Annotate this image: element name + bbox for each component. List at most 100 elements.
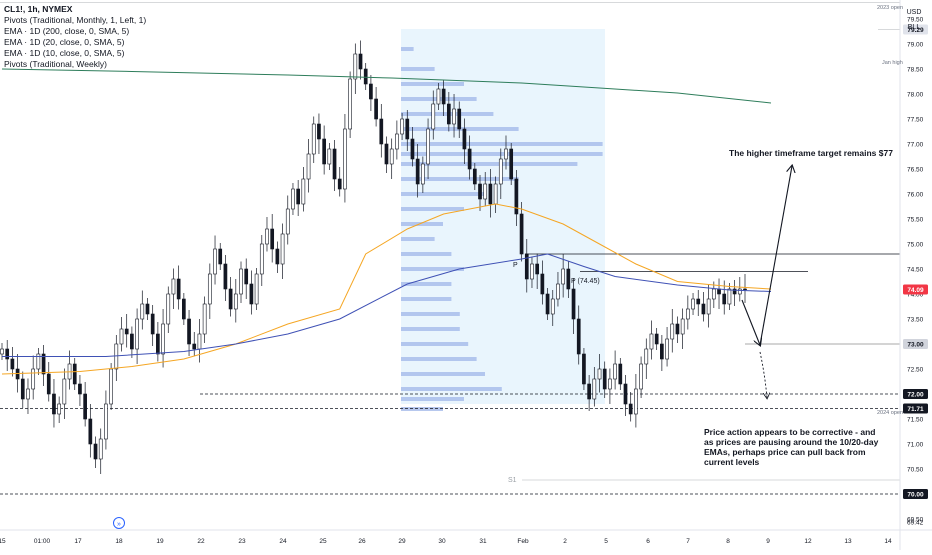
y-tick-label: 69.50 <box>907 517 924 524</box>
candle <box>556 272 560 307</box>
candle-body <box>472 168 477 185</box>
candle <box>57 396 62 423</box>
replay-icon[interactable]: » <box>113 517 125 529</box>
candle-body <box>10 358 15 370</box>
candle-body <box>52 393 56 415</box>
candle <box>332 140 337 191</box>
candle <box>384 136 389 173</box>
candle <box>72 358 77 390</box>
candle <box>150 305 155 346</box>
candle <box>498 148 503 199</box>
candle-body <box>706 298 711 315</box>
candle-body <box>363 68 368 85</box>
legend-line[interactable]: EMA · 1D (10, close, 0, SMA, 5) <box>4 48 125 58</box>
candle-body <box>421 163 425 185</box>
legend-line[interactable]: Pivots (Traditional, Weekly) <box>4 59 107 69</box>
candle-body <box>223 263 228 290</box>
candle <box>670 309 675 353</box>
volume-profile-background <box>401 29 605 404</box>
candle-body <box>634 388 638 415</box>
y-tick-label: 72.50 <box>907 367 924 374</box>
candle <box>706 284 711 328</box>
candle-body <box>327 148 332 165</box>
candle <box>26 378 30 414</box>
candle <box>452 94 456 138</box>
profile-bar <box>401 327 460 331</box>
s1-label: S1 <box>508 477 517 484</box>
candle-body <box>104 403 108 440</box>
candle-body <box>535 263 540 275</box>
candle <box>130 326 134 358</box>
profile-bar <box>401 387 502 391</box>
y-tick-label: 75.50 <box>907 217 924 224</box>
candle <box>98 428 103 474</box>
candle <box>322 125 326 175</box>
candle-body <box>732 288 737 295</box>
ema10-line <box>2 253 772 357</box>
legend-symbol[interactable]: CL1!, 1h, NYMEX <box>4 4 73 14</box>
candle <box>306 139 311 193</box>
candle <box>732 280 737 306</box>
candle <box>62 368 67 419</box>
candle-body <box>26 388 30 400</box>
candle-body <box>275 248 280 265</box>
legend-line[interactable]: Pivots (Traditional, Monthly, 1, Left, 1… <box>4 15 147 25</box>
candle-body <box>72 363 77 385</box>
candle-body <box>400 118 404 135</box>
candle <box>317 113 321 154</box>
candle <box>10 347 15 377</box>
candle <box>602 361 607 398</box>
candle <box>114 335 119 381</box>
candle <box>161 309 165 368</box>
x-tick-label: 5 <box>604 538 608 545</box>
candle <box>743 274 747 303</box>
candle <box>608 368 612 404</box>
candle-body <box>571 288 576 320</box>
candle-body <box>83 393 87 420</box>
candle <box>353 43 358 94</box>
x-tick-label: 6 <box>646 538 650 545</box>
candle <box>254 268 259 310</box>
profile-bar <box>401 282 452 286</box>
profile-bar <box>401 162 578 166</box>
ema20-line <box>1 203 772 375</box>
candle <box>514 170 519 226</box>
candle <box>244 258 249 299</box>
candle-body <box>41 353 46 375</box>
candle <box>270 214 275 263</box>
candle-body <box>717 288 721 295</box>
profile-bar <box>401 82 464 86</box>
legend-line[interactable]: EMA · 1D (200, close, 0, SMA, 5) <box>4 26 130 36</box>
candle <box>291 183 295 215</box>
legend-line[interactable]: EMA · 1D (20, close, 0, SMA, 5) <box>4 37 125 47</box>
level-73-tag: 73.00 <box>903 339 928 349</box>
candle-body <box>545 293 550 315</box>
candle <box>239 261 243 303</box>
candle-body <box>109 368 113 405</box>
candle <box>31 355 36 400</box>
candle <box>166 286 171 333</box>
y-tick-label: 79.00 <box>907 42 924 49</box>
level-70-tag-bg <box>903 489 928 499</box>
x-tick-label: Feb <box>517 538 529 545</box>
commentary-line-1: Price action appears to be corrective - … <box>704 427 875 437</box>
unit-label[interactable]: BLL <box>908 24 921 31</box>
candle-body <box>20 378 25 400</box>
candle-body <box>498 158 503 185</box>
y-tick-label: 70.50 <box>907 467 924 474</box>
candle-body <box>602 368 607 390</box>
profile-bar <box>401 142 603 146</box>
candle-body <box>291 188 295 210</box>
time-axis[interactable]: 15 01:00 17 18 19 22 23 24 25 26 29 30 31 Feb 2 5 6 7 8 9 12… <box>0 529 932 545</box>
candle-body <box>114 343 119 370</box>
candle <box>280 223 285 279</box>
candle-body <box>639 363 643 390</box>
candle-body <box>665 338 669 360</box>
candle <box>696 290 701 316</box>
projection-arrow-up <box>759 166 792 346</box>
currency-label[interactable]: USD <box>907 9 922 16</box>
candle <box>441 80 446 116</box>
candle <box>426 118 430 179</box>
candle <box>535 253 540 289</box>
